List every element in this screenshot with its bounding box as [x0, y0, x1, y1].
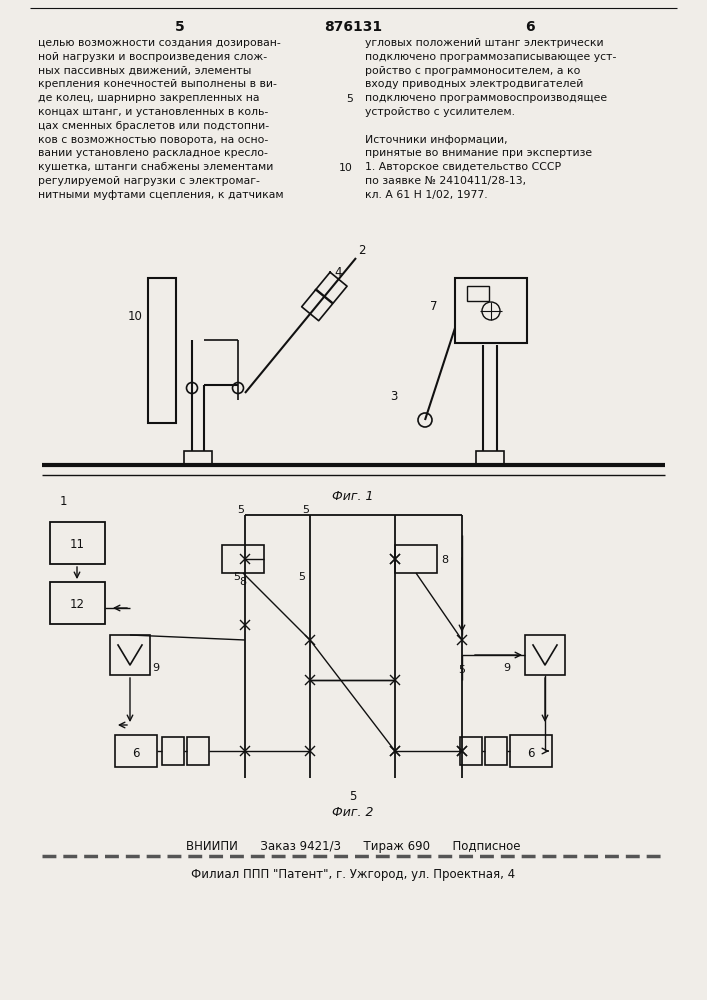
Text: ВНИИПИ      Заказ 9421/3      Тираж 690      Подписное: ВНИИПИ Заказ 9421/3 Тираж 690 Подписное [186, 840, 520, 853]
Bar [115, 735, 157, 767]
Text: де колец, шарнирно закрепленных на: де колец, шарнирно закрепленных на [38, 93, 259, 103]
Circle shape [482, 302, 500, 320]
Text: подключено программовоспроизводящее: подключено программовоспроизводящее [365, 93, 607, 103]
Text: 5: 5 [298, 572, 305, 582]
Text: 8: 8 [441, 555, 448, 565]
Text: 7: 7 [430, 300, 438, 313]
Text: 876131: 876131 [324, 20, 382, 34]
Text: регулируемой нагрузки с электромаг-: регулируемой нагрузки с электромаг- [38, 176, 260, 186]
Circle shape [418, 413, 432, 427]
Text: Источники информации,: Источники информации, [365, 135, 508, 145]
Text: кл. А 61 Н 1/02, 1977.: кл. А 61 Н 1/02, 1977. [365, 190, 488, 200]
Bar [148, 278, 176, 423]
Bar [110, 635, 150, 675]
Text: 5: 5 [458, 665, 465, 675]
Bar [467, 286, 489, 301]
Bar [50, 582, 105, 624]
Circle shape [187, 382, 197, 393]
Bar [187, 737, 209, 765]
Text: вании установлено раскладное кресло-: вании установлено раскладное кресло- [38, 148, 268, 158]
Text: 6: 6 [525, 20, 534, 34]
Text: по заявке № 2410411/28-13,: по заявке № 2410411/28-13, [365, 176, 526, 186]
Bar [50, 522, 105, 564]
Text: входу приводных электродвигателей: входу приводных электродвигателей [365, 79, 583, 89]
Text: 5: 5 [175, 20, 185, 34]
Text: 1: 1 [60, 495, 67, 508]
Text: 5: 5 [349, 790, 357, 803]
Text: 10: 10 [339, 163, 353, 173]
Circle shape [233, 382, 243, 393]
Text: 5: 5 [233, 572, 240, 582]
Text: кушетка, штанги снабжены элементами: кушетка, штанги снабжены элементами [38, 162, 274, 172]
Text: Филиал ППП "Патент", г. Ужгород, ул. Проектная, 4: Филиал ППП "Патент", г. Ужгород, ул. Про… [191, 868, 515, 881]
Text: 12: 12 [69, 598, 85, 611]
Text: 8: 8 [240, 577, 247, 587]
Bar [395, 545, 437, 573]
Bar [476, 451, 504, 465]
Text: целью возможности создания дозирован-: целью возможности создания дозирован- [38, 38, 281, 48]
Bar [525, 635, 565, 675]
Bar [455, 278, 527, 343]
Text: устройство с усилителем.: устройство с усилителем. [365, 107, 515, 117]
Text: 6: 6 [527, 747, 534, 760]
Text: 6: 6 [132, 747, 140, 760]
Text: ройство с программоносителем, а ко: ройство с программоносителем, а ко [365, 66, 580, 76]
Text: 2: 2 [358, 244, 366, 257]
Text: принятые во внимание при экспертизе: принятые во внимание при экспертизе [365, 148, 592, 158]
Text: 9: 9 [152, 663, 159, 673]
Text: 9: 9 [503, 663, 510, 673]
Text: Фиг. 1: Фиг. 1 [332, 490, 374, 503]
Text: ных пассивных движений, элементы: ных пассивных движений, элементы [38, 66, 252, 76]
Text: нитными муфтами сцепления, к датчикам: нитными муфтами сцепления, к датчикам [38, 190, 284, 200]
Text: 4: 4 [334, 266, 341, 279]
Bar [485, 737, 507, 765]
Text: 11: 11 [69, 538, 85, 551]
Text: Фиг. 2: Фиг. 2 [332, 806, 374, 819]
Text: крепления конечностей выполнены в ви-: крепления конечностей выполнены в ви- [38, 79, 277, 89]
Text: цах сменных браслетов или подстопни-: цах сменных браслетов или подстопни- [38, 121, 269, 131]
Text: ков с возможностью поворота, на осно-: ков с возможностью поворота, на осно- [38, 135, 268, 145]
Text: угловых положений штанг электрически: угловых положений штанг электрически [365, 38, 604, 48]
Text: 5: 5 [346, 94, 353, 104]
Text: ной нагрузки и воспроизведения слож-: ной нагрузки и воспроизведения слож- [38, 52, 267, 62]
Text: концах штанг, и установленных в коль-: концах штанг, и установленных в коль- [38, 107, 268, 117]
Text: 10: 10 [128, 310, 143, 323]
Bar [162, 737, 184, 765]
Text: 5: 5 [238, 505, 245, 515]
Bar [184, 451, 212, 465]
Bar [222, 545, 264, 573]
Bar [460, 737, 482, 765]
Text: 5: 5 [303, 505, 310, 515]
Text: 3: 3 [390, 390, 397, 403]
Bar [510, 735, 552, 767]
Text: подключено программозаписывающее уст-: подключено программозаписывающее уст- [365, 52, 617, 62]
Text: 1. Авторское свидетельство СССР: 1. Авторское свидетельство СССР [365, 162, 561, 172]
